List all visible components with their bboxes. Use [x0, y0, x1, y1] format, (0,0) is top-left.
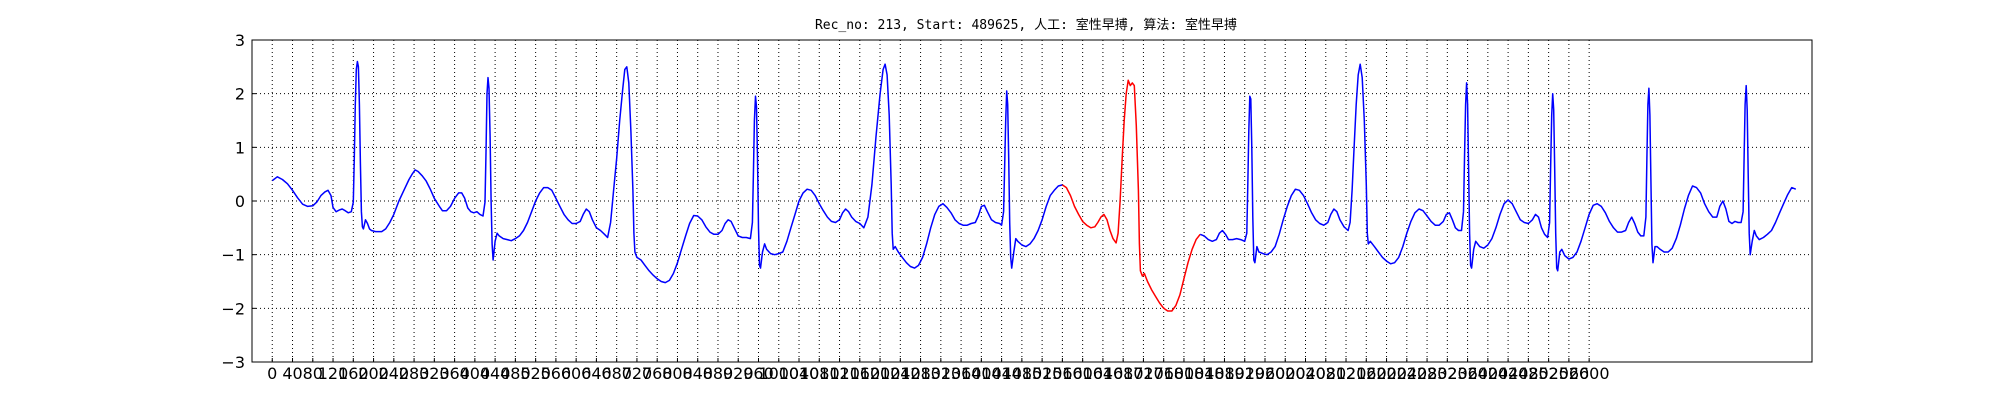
x-tick-label: 1560 — [1042, 364, 1083, 383]
x-tick-label: 2240 — [1386, 364, 1427, 383]
x-tick-label: 2440 — [1488, 364, 1529, 383]
x-tick-label: 960 — [743, 364, 774, 383]
x-tick-label: 680 — [601, 364, 632, 383]
x-tick-label: 2400 — [1467, 364, 1508, 383]
y-tick-label: 3 — [235, 31, 245, 50]
x-tick-label: 920 — [723, 364, 754, 383]
x-tick-label: 1760 — [1143, 364, 1184, 383]
grid — [252, 39, 1812, 363]
x-tick-label: 1120 — [819, 364, 860, 383]
y-tick-label: 0 — [235, 192, 245, 211]
x-tick-label: 1840 — [1184, 364, 1225, 383]
x-tick-label: 760 — [642, 364, 673, 383]
x-tick-label: 40 — [282, 364, 302, 383]
x-tick-label: 520 — [520, 364, 551, 383]
x-tick-label: 1680 — [1103, 364, 1144, 383]
x-tick-label: 1400 — [961, 364, 1002, 383]
x-tick-label: 480 — [500, 364, 531, 383]
x-tick-label: 560 — [541, 364, 572, 383]
x-tick-label: 2040 — [1285, 364, 1326, 383]
axis-ticks: 0 40 8012016020024028032036040044048052056… — [221, 31, 1609, 383]
x-tick-label: 640 — [581, 364, 612, 383]
x-tick-label: 1600 — [1062, 364, 1103, 383]
y-tick-label: −3 — [221, 353, 245, 372]
y-tick-label: −1 — [221, 246, 245, 265]
chart-title: Rec_no: 213, Start: 489625, 人工: 室性早搏, 算法… — [815, 17, 1237, 33]
ecg-series-line-2 — [1061, 79, 1201, 312]
x-tick-label: 1160 — [839, 364, 880, 383]
x-tick-label: 720 — [622, 364, 653, 383]
x-tick-label: 800 — [662, 364, 693, 383]
y-tick-label: −2 — [221, 299, 245, 318]
x-tick-label: 120 — [318, 364, 349, 383]
x-tick-label: 360 — [439, 364, 470, 383]
x-tick-label: 1200 — [860, 364, 901, 383]
x-tick-label: 1960 — [1245, 364, 1286, 383]
x-tick-label: 80 — [303, 364, 323, 383]
x-tick-label: 2600 — [1569, 364, 1610, 383]
plot-series — [271, 60, 1797, 312]
x-tick-label: 2160 — [1346, 364, 1387, 383]
x-tick-label: 2280 — [1407, 364, 1448, 383]
x-tick-label: 1040 — [779, 364, 820, 383]
x-tick-label: 1440 — [981, 364, 1022, 383]
x-tick-label: 280 — [399, 364, 430, 383]
x-tick-label: 240 — [379, 364, 410, 383]
x-tick-label: 1800 — [1164, 364, 1205, 383]
x-tick-label: 160 — [338, 364, 369, 383]
x-tick-label: 1520 — [1022, 364, 1063, 383]
x-tick-label: 2200 — [1366, 364, 1407, 383]
x-tick-label: 2080 — [1305, 364, 1346, 383]
x-tick-label: 880 — [703, 364, 734, 383]
x-tick-label: 320 — [419, 364, 450, 383]
x-tick-label: 0 — [267, 364, 277, 383]
x-tick-label: 2360 — [1447, 364, 1488, 383]
x-tick-label: 2480 — [1508, 364, 1549, 383]
x-tick-label: 2120 — [1326, 364, 1367, 383]
x-tick-label: 1080 — [799, 364, 840, 383]
ecg-series-line-1 — [271, 60, 1063, 284]
x-tick-label: 1640 — [1083, 364, 1124, 383]
x-tick-label: 600 — [561, 364, 592, 383]
x-tick-label: 2520 — [1528, 364, 1569, 383]
x-tick-label: 840 — [682, 364, 713, 383]
x-tick-label: 1720 — [1123, 364, 1164, 383]
ecg-series-line-3 — [1199, 63, 1797, 272]
x-tick-label: 1000 — [758, 364, 799, 383]
x-tick-label: 1920 — [1224, 364, 1265, 383]
x-tick-label: 1280 — [900, 364, 941, 383]
y-tick-label: 2 — [235, 85, 245, 104]
x-tick-label: 200 — [358, 364, 389, 383]
y-tick-label: 1 — [235, 138, 245, 157]
x-tick-label: 2000 — [1265, 364, 1306, 383]
x-tick-label: 1360 — [941, 364, 982, 383]
x-tick-label: 1240 — [880, 364, 921, 383]
x-tick-label: 440 — [480, 364, 511, 383]
x-tick-label: 400 — [460, 364, 491, 383]
x-tick-label: 1320 — [920, 364, 961, 383]
x-tick-label: 1880 — [1204, 364, 1245, 383]
x-tick-label: 2320 — [1427, 364, 1468, 383]
x-tick-label: 1480 — [1002, 364, 1043, 383]
x-tick-label: 2560 — [1549, 364, 1590, 383]
